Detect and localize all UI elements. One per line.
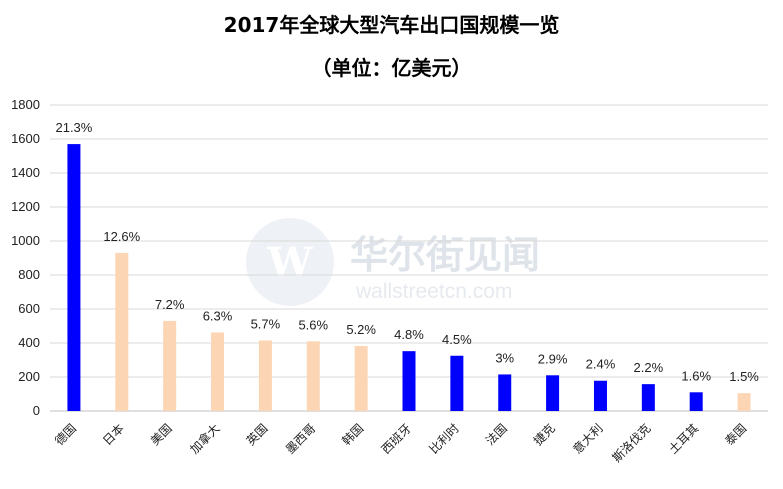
data-label: 5.7% [251,316,281,331]
data-label: 3% [495,350,514,365]
bar [354,346,368,411]
bar [498,374,512,411]
watermark: W 华尔街见闻 wallstreetcn.com [246,218,540,306]
y-tick-label: 200 [18,369,40,384]
chart-title: 2017年全球大型汽车出口国规模一览 [223,13,560,37]
data-label: 5.6% [298,317,328,332]
bar [306,341,320,411]
y-tick-label: 1400 [11,165,40,180]
x-tick-label: 德国 [51,421,79,449]
x-axis: 德国 日本 美国 加拿大 英国 墨西哥 韩国 西班牙 比利时 法国 捷克 意大利 斯洛伐克 土耳其 泰国 [51,421,749,466]
chart-subtitle: （单位：亿美元） [311,56,472,80]
data-label: 1.5% [729,369,759,384]
watermark-logo-letter: W [267,239,314,286]
bar [115,252,129,411]
x-tick-label: 法国 [483,421,510,448]
x-tick-label: 墨西哥 [283,421,318,456]
data-label: 6.3% [203,308,233,323]
watermark-logo-icon [246,218,334,306]
y-tick-label: 400 [18,335,40,350]
bar [593,380,607,411]
x-tick-label: 土耳其 [666,421,701,456]
data-label: 12.6% [103,229,140,244]
data-label: 1.6% [681,368,711,383]
data-label: 4.8% [394,327,424,342]
bar [163,320,177,411]
y-tick-label: 1600 [11,131,40,146]
x-tick-label: 韩国 [339,421,367,449]
bar [737,393,751,411]
x-tick-label: 泰国 [722,421,749,448]
bar [67,144,81,411]
data-label: 2.9% [538,351,568,366]
y-tick-label: 600 [18,301,40,316]
bar [450,355,464,411]
x-tick-label: 捷克 [531,421,558,448]
bar [258,340,272,411]
bar [402,351,416,411]
bar [211,332,225,411]
x-tick-label: 意大利 [570,421,606,457]
data-label: 7.2% [155,297,185,312]
data-labels: 21.3% 12.6% 7.2% 6.3% 5.7% 5.6% 5.2% 4.8% 4.5% 3%… [55,120,759,384]
y-tick-label: 1800 [11,97,40,112]
data-label: 21.3% [55,120,92,135]
y-axis: 0 200 400 600 800 1000 1200 1400 1600 1800 [11,97,40,418]
bar [641,384,655,411]
x-tick-label: 美国 [148,421,175,448]
y-tick-label: 800 [18,267,40,282]
watermark-text-cn: 华尔街见闻 [350,232,540,277]
x-tick-label: 比利时 [427,421,462,456]
x-tick-label: 斯洛伐克 [609,421,654,466]
bar [546,375,560,411]
bar [689,392,703,411]
x-tick-label: 英国 [244,421,271,448]
data-label: 4.5% [442,332,472,347]
data-label: 5.2% [346,322,376,337]
y-tick-label: 1000 [11,233,40,248]
x-tick-label: 西班牙 [379,421,414,456]
x-tick-label: 加拿大 [187,421,223,457]
x-tick-label: 日本 [100,421,127,448]
y-tick-label: 1200 [11,199,40,214]
data-label: 2.2% [634,360,664,375]
watermark-text-en: wallstreetcn.com [355,280,512,303]
y-tick-label: 0 [33,403,40,418]
data-label: 2.4% [586,357,616,372]
bars [67,144,751,411]
